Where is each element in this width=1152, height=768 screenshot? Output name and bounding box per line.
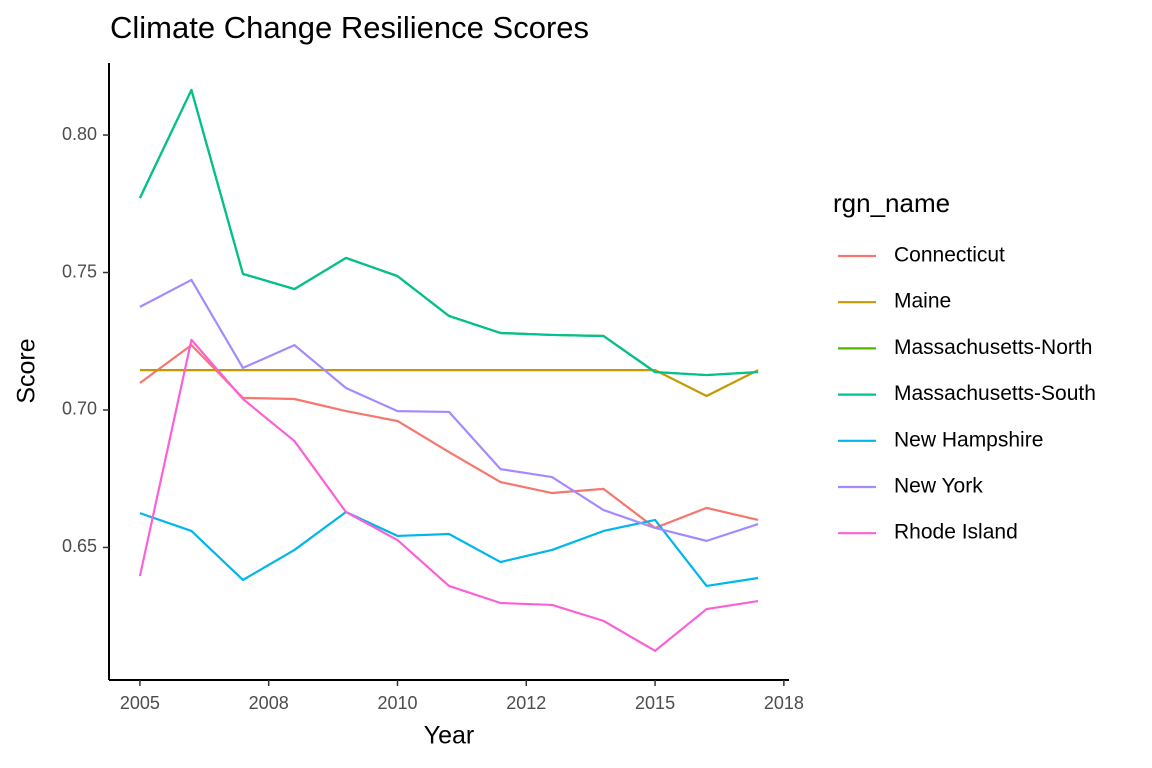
- y-tick-label: 0.65: [62, 536, 97, 556]
- legend-label: New York: [894, 475, 983, 498]
- x-axis-title: Year: [424, 722, 475, 750]
- series-line: [139, 278, 759, 542]
- series-line: [139, 369, 759, 398]
- series-line: [139, 510, 759, 588]
- legend-label: Massachusetts-North: [894, 336, 1092, 359]
- series-line: [138, 338, 759, 652]
- y-tick-label: 0.70: [62, 399, 97, 419]
- x-tick-label: 2010: [377, 693, 417, 713]
- x-tick-label: 2005: [120, 693, 160, 713]
- series-line: [138, 88, 759, 377]
- series-line: [138, 88, 759, 377]
- x-tick-label: 2015: [635, 693, 675, 713]
- chart-title: Climate Change Resilience Scores: [110, 10, 589, 45]
- y-tick-label: 0.80: [62, 124, 97, 144]
- x-tick-label: 2018: [764, 693, 804, 713]
- legend-label: Rhode Island: [894, 521, 1018, 544]
- legend-label: New Hampshire: [894, 428, 1043, 451]
- legend-title: rgn_name: [833, 188, 950, 218]
- legend-label: Connecticut: [894, 244, 1005, 267]
- y-tick-label: 0.75: [62, 261, 97, 281]
- x-tick-label: 2012: [506, 693, 546, 713]
- y-axis-title: Score: [13, 338, 41, 403]
- x-tick-label: 2008: [249, 693, 289, 713]
- legend-label: Massachusetts-South: [894, 382, 1096, 405]
- legend-label: Maine: [894, 290, 951, 313]
